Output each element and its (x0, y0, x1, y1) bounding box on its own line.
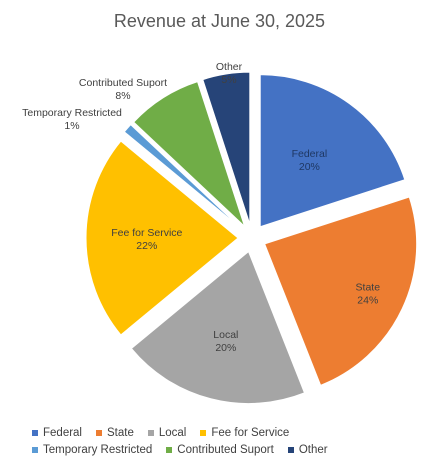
data-label-name: Federal (292, 148, 328, 160)
chart-title: Revenue at June 30, 2025 (113, 11, 326, 31)
legend-item: Other (287, 443, 328, 456)
data-label-name: State (356, 281, 381, 293)
data-label-name: Other (216, 61, 243, 73)
legend-swatch (96, 429, 102, 436)
pie-slice-local (130, 250, 306, 405)
legend-label: Other (298, 443, 328, 456)
pie-slice-state (264, 196, 418, 386)
pie-slice-other (202, 71, 251, 225)
data-label-name: Temporary Restricted (22, 107, 122, 119)
pie-slice-federal (259, 74, 406, 228)
legend-label: Contributed Suport (177, 443, 274, 456)
legend-swatch (32, 429, 38, 436)
data-label-name: Contributed Suport (79, 77, 167, 89)
legend-swatch (166, 446, 173, 453)
data-label-value: 20% (299, 161, 320, 173)
pie-slice-contributed-suport (132, 80, 245, 227)
pie-slice-temporary-restricted (123, 123, 242, 230)
legend-item: State (96, 427, 134, 439)
legend-item: Contributed Suport (166, 444, 274, 456)
legend-label: State (107, 426, 134, 439)
pie-slice-fee-for-service (85, 140, 239, 336)
legend-label: Temporary Restricted (43, 443, 153, 456)
legend-swatch (32, 446, 38, 453)
data-label-value: 1% (64, 120, 79, 132)
legend-row: Federal State Local Fee for Service (32, 424, 432, 441)
chart-legend: Federal State Local Fee for Service Temporar… (32, 424, 432, 458)
legend-label: Local (158, 426, 187, 439)
data-label-value: 24% (357, 294, 378, 306)
data-label-name: Local (213, 329, 238, 341)
legend-swatch (147, 429, 154, 436)
legend-label: Fee for Service (211, 426, 290, 439)
legend-row: Temporary Restricted Contributed Suport Ot… (32, 441, 432, 458)
legend-label: Federal (43, 426, 82, 439)
legend-item: Federal (32, 427, 82, 439)
legend-item: Temporary Restricted (32, 444, 152, 456)
data-label-name: Fee for Service (111, 227, 182, 239)
legend-item: Local (147, 426, 187, 439)
data-label-value: 8% (115, 90, 130, 102)
data-label-value: 20% (215, 342, 236, 354)
data-label-value: 5% (221, 74, 236, 86)
legend-swatch (200, 429, 207, 436)
data-label-value: 22% (136, 240, 157, 252)
legend-swatch (287, 446, 294, 453)
legend-item: Fee for Service (200, 427, 289, 439)
